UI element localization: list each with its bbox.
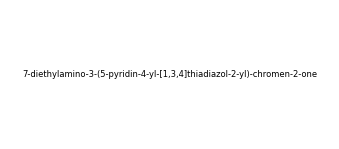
- Text: 7-diethylamino-3-(5-pyridin-4-yl-[1,3,4]thiadiazol-2-yl)-chromen-2-one: 7-diethylamino-3-(5-pyridin-4-yl-[1,3,4]…: [22, 70, 317, 79]
